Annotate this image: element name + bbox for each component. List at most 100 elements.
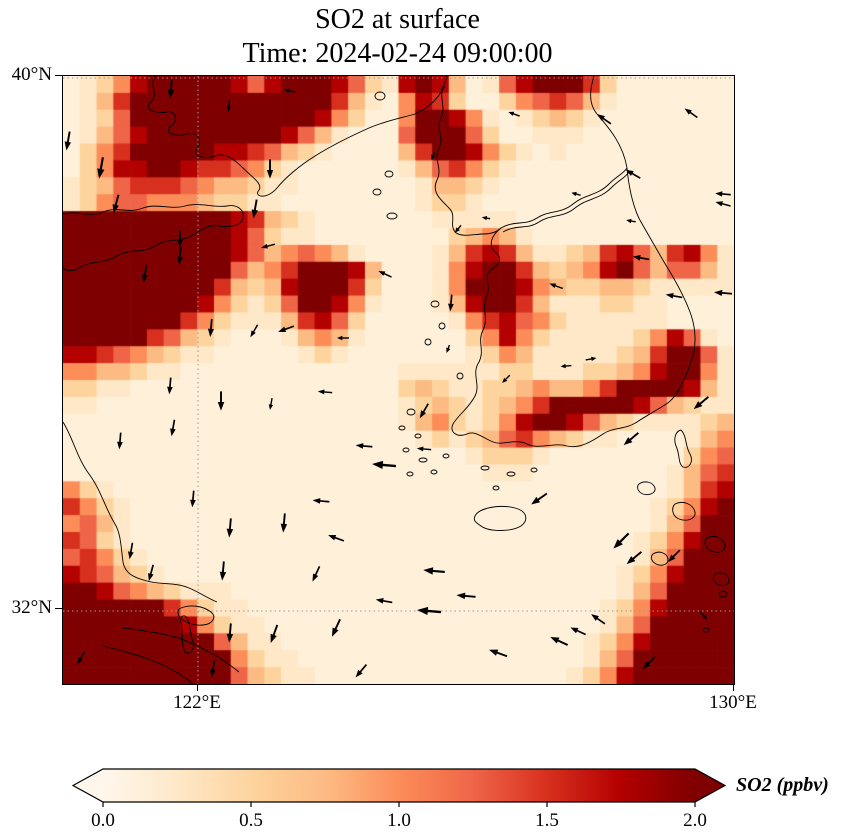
wind-arrow-head	[112, 204, 119, 214]
wind-arrow-shaft	[381, 463, 397, 468]
wind-arrow-shaft	[431, 569, 445, 574]
wind-arrow-head	[591, 614, 599, 621]
coastline-path	[704, 535, 726, 553]
wind-arrow-shaft	[99, 157, 104, 171]
coastline-path	[650, 551, 669, 566]
coastline-path	[372, 188, 382, 196]
wind-arrow-head	[337, 335, 343, 341]
wind-arrow-shaft	[221, 561, 225, 574]
wind-arrow-head	[702, 614, 708, 620]
coastline-path	[102, 645, 194, 684]
y-tick-label: 40°N	[11, 64, 52, 85]
wind-arrow-head	[560, 363, 566, 369]
wind-arrow-head	[684, 108, 692, 115]
y-axis-tickmark	[55, 607, 62, 609]
wind-arrow-head	[270, 633, 277, 644]
wind-arrow-head	[591, 356, 597, 362]
wind-arrow-shaft	[358, 664, 368, 674]
wind-arrow-shaft	[283, 325, 295, 331]
wind-arrow-shaft	[191, 490, 195, 502]
wind-arrow-head	[625, 169, 634, 177]
colorbar-bar	[71, 768, 727, 803]
coastline-path	[442, 453, 450, 459]
map-plot	[62, 75, 735, 685]
x-axis-tickmark	[196, 684, 198, 691]
wind-arrow-shaft	[178, 246, 182, 259]
wind-arrow-shaft	[720, 202, 731, 207]
wind-arrow-head	[419, 410, 427, 419]
wind-arrow-head	[375, 598, 384, 604]
coastline-path	[406, 471, 414, 477]
wind-arrow-head	[278, 326, 287, 332]
wind-arrow-shaft	[228, 518, 232, 531]
wind-arrow-head	[502, 377, 508, 383]
wind-arrow-head	[550, 636, 560, 644]
wind-arrow-shaft	[536, 492, 548, 502]
coastline-path	[148, 76, 448, 197]
wind-arrow-head	[613, 539, 623, 549]
wind-arrow-head	[623, 437, 633, 446]
wind-arrow-head	[97, 168, 105, 179]
wind-arrow-head	[643, 661, 651, 669]
wind-arrow-shaft	[228, 623, 232, 636]
wind-arrow-shaft	[252, 324, 259, 334]
wind-arrow-head	[632, 255, 641, 261]
wind-arrow-shaft	[575, 629, 586, 636]
wind-arrow-head	[693, 401, 703, 410]
wind-arrow-head	[488, 649, 499, 656]
wind-arrow-shaft	[143, 264, 148, 277]
colorbar: 0.0 0.5 1.0 1.5 2.0 SO2 (ppbv)	[60, 766, 841, 838]
wind-arrow-head	[372, 460, 384, 469]
wind-arrow-head	[416, 446, 424, 452]
coastline-path	[374, 91, 386, 101]
y-axis-tickmark	[55, 74, 62, 76]
coastline-path	[438, 322, 446, 330]
map-overlay-svg	[63, 76, 734, 684]
coastline-path	[674, 429, 692, 468]
wind-arrow-head	[417, 606, 429, 615]
wind-arrow-shaft	[671, 294, 683, 299]
x-axis-tickmark	[732, 684, 734, 691]
y-tick-label: 32°N	[11, 597, 52, 618]
wind-arrow-shaft	[631, 551, 642, 561]
wind-arrow-shaft	[601, 116, 612, 125]
wind-arrow-shaft	[168, 377, 172, 389]
wind-arrow-head	[251, 209, 259, 219]
wind-arrow-shaft	[449, 294, 453, 306]
wind-arrow-head	[626, 218, 632, 224]
coastline-path	[492, 485, 500, 491]
wind-arrow-head	[355, 669, 363, 678]
wind-arrow-head	[571, 191, 577, 197]
coastline-path	[398, 425, 406, 431]
page-title: SO2 at surface	[315, 4, 480, 35]
wind-arrow-head	[668, 554, 676, 562]
x-tick-label: 130°E	[709, 692, 757, 713]
coastline-path	[430, 469, 438, 475]
wind-arrow-shaft	[382, 272, 392, 278]
coastline-path	[712, 572, 730, 586]
wind-arrow-head	[423, 567, 434, 575]
wind-arrow-shaft	[720, 193, 731, 196]
coastline-path	[406, 408, 416, 416]
coastline-path	[480, 465, 490, 471]
coastline-path	[451, 167, 696, 448]
wind-arrow-shaft	[421, 448, 432, 451]
wind-arrow-head	[531, 496, 541, 505]
wind-arrow-head	[446, 347, 451, 353]
wind-arrow-head	[328, 535, 337, 541]
coastline-path	[702, 627, 710, 633]
wind-arrow-shaft	[630, 172, 641, 179]
coastline-path	[386, 212, 398, 220]
colorbar-label: SO2 (ppbv)	[736, 774, 829, 796]
wind-arrow-shaft	[381, 599, 393, 604]
coastline-path	[384, 170, 394, 178]
wind-arrow-head	[167, 89, 175, 99]
wind-arrow-head	[268, 404, 274, 410]
wind-arrow-head	[626, 556, 636, 565]
wind-arrow-head	[714, 289, 723, 296]
wind-arrow-head	[431, 154, 436, 160]
x-tick-label: 122°E	[173, 692, 221, 713]
wind-arrow-shaft	[314, 566, 321, 577]
wind-arrow-shaft	[129, 542, 134, 554]
